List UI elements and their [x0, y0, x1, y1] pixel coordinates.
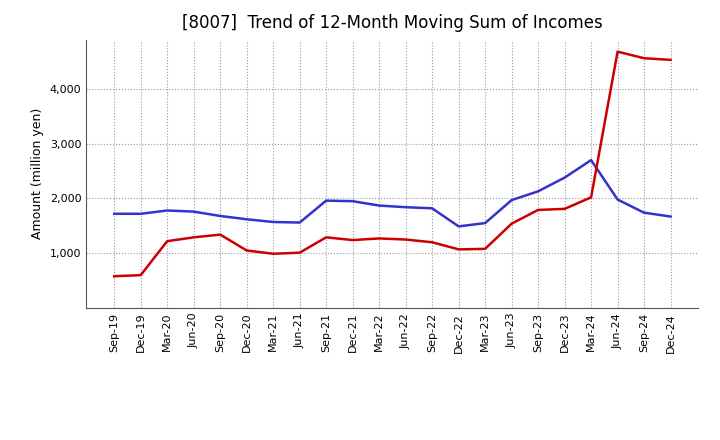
Ordinary Income	[481, 220, 490, 226]
Ordinary Income	[401, 205, 410, 210]
Title: [8007]  Trend of 12-Month Moving Sum of Incomes: [8007] Trend of 12-Month Moving Sum of I…	[182, 15, 603, 33]
Ordinary Income	[454, 224, 463, 229]
Ordinary Income	[428, 205, 436, 211]
Net Income	[375, 236, 384, 241]
Net Income	[640, 55, 649, 61]
Ordinary Income	[189, 209, 198, 214]
Net Income	[508, 221, 516, 226]
Ordinary Income	[322, 198, 330, 203]
Ordinary Income	[560, 175, 569, 180]
Ordinary Income	[295, 220, 304, 225]
Ordinary Income	[666, 214, 675, 219]
Ordinary Income	[348, 198, 357, 204]
Ordinary Income	[375, 203, 384, 208]
Ordinary Income	[136, 211, 145, 216]
Net Income	[587, 195, 595, 200]
Ordinary Income	[587, 158, 595, 163]
Net Income	[560, 206, 569, 212]
Net Income	[163, 238, 171, 244]
Net Income	[110, 274, 119, 279]
Ordinary Income	[243, 216, 251, 222]
Ordinary Income	[216, 213, 225, 219]
Ordinary Income	[640, 210, 649, 215]
Net Income	[322, 235, 330, 240]
Net Income	[666, 57, 675, 62]
Net Income	[428, 240, 436, 245]
Y-axis label: Amount (million yen): Amount (million yen)	[32, 108, 45, 239]
Net Income	[454, 247, 463, 252]
Net Income	[216, 232, 225, 237]
Net Income	[136, 272, 145, 278]
Ordinary Income	[613, 197, 622, 202]
Ordinary Income	[163, 208, 171, 213]
Net Income	[401, 237, 410, 242]
Net Income	[269, 251, 277, 257]
Net Income	[243, 248, 251, 253]
Line: Net Income: Net Income	[114, 51, 670, 276]
Net Income	[534, 207, 542, 213]
Net Income	[295, 250, 304, 255]
Ordinary Income	[534, 189, 542, 194]
Ordinary Income	[110, 211, 119, 216]
Net Income	[481, 246, 490, 252]
Net Income	[613, 49, 622, 54]
Net Income	[189, 235, 198, 240]
Net Income	[348, 238, 357, 243]
Ordinary Income	[508, 198, 516, 203]
Line: Ordinary Income: Ordinary Income	[114, 160, 670, 227]
Ordinary Income	[269, 220, 277, 225]
